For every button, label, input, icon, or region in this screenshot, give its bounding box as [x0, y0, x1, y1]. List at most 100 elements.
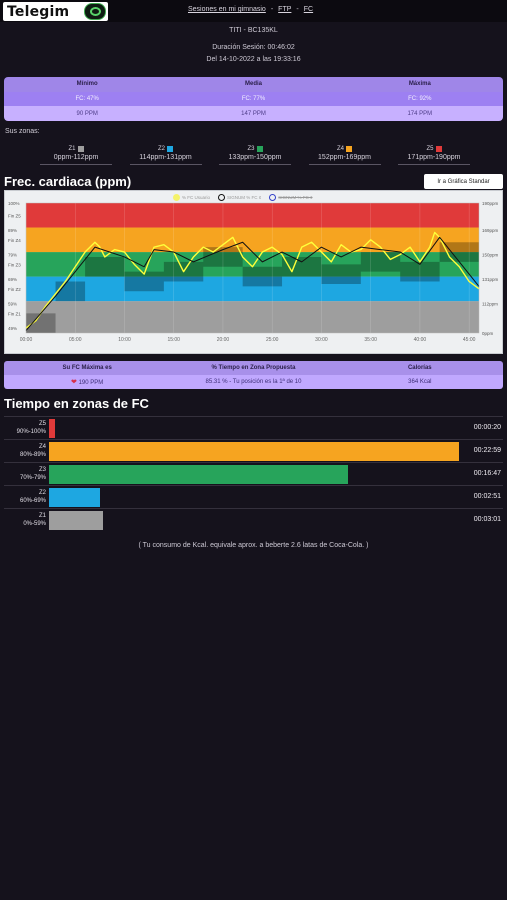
- x-tick-label: 25:00: [266, 337, 279, 343]
- legend-dot-icon: [173, 194, 180, 201]
- y-left-tick-label: 69%: [8, 277, 17, 282]
- zone-band-z5: [26, 203, 479, 228]
- x-tick-label: 05:00: [69, 337, 82, 343]
- breadcrumb-separator: -: [270, 6, 274, 13]
- stats-ppm-max: 174 PPM: [407, 110, 433, 117]
- zone-bar-label: Z2 60%-69%: [4, 489, 46, 505]
- y-left-tick-label: 100%: [8, 201, 20, 206]
- session-date: Del 14-10-2022 a las 19:33:16: [206, 56, 301, 63]
- zone-bar-row: Z1 0%-59% 00:03:01: [4, 508, 503, 531]
- y-right-tick-label: 169ppm: [482, 228, 499, 233]
- zone-band-z1: [26, 301, 479, 333]
- zone-item-z3: Z3 133ppm-150ppm: [219, 146, 291, 165]
- heart-rate-chart: 00:00 05:00 10:00 15:00 20:00 25:00 30:00 35:00…: [4, 190, 503, 354]
- zone-bar-z5: [49, 419, 55, 438]
- zone-range: 114ppm-131ppm: [139, 154, 192, 161]
- x-tick-label: 15:00: [167, 337, 180, 343]
- breadcrumb-sessions-link[interactable]: Sesiones en mi gimnasio: [188, 6, 266, 13]
- summary-header-row: Su FC Máxima es % Tiempo en Zona Propues…: [4, 361, 503, 375]
- stats-header-avg: Media: [244, 81, 262, 88]
- zone-band-z2: [26, 276, 479, 302]
- zone-bar-time: 00:22:59: [473, 447, 501, 454]
- zone-bar-label: Z1 0%-59%: [4, 512, 46, 528]
- y-left-tick-label: Fin Z2: [8, 287, 21, 292]
- y-right-tick-label: 112ppm: [482, 302, 498, 307]
- breadcrumb-fc-link[interactable]: FC: [303, 6, 314, 13]
- logo-badge-icon: [84, 3, 106, 20]
- x-tick-label: 20:00: [217, 337, 230, 343]
- zone-bar-row: Z2 60%-69% 00:02:51: [4, 485, 503, 508]
- stats-ppm-row: 90 PPM 147 PPM 174 PPM: [4, 106, 503, 121]
- chart-legend: % FC Usuario SIGNUM % FC ¢ SIGNUM % FC ¢: [173, 194, 313, 201]
- zone-name: Z2: [157, 146, 165, 152]
- breadcrumb-ftp-link[interactable]: FTP: [278, 6, 292, 13]
- y-right-tick-label: 131ppm: [482, 277, 499, 282]
- breadcrumb: Sesiones en mi gimnasio - FTP - FC: [188, 6, 313, 13]
- stats-header-row: Mínimo Media Máxima: [4, 77, 503, 92]
- y-left-tick-label: Fin Z4: [8, 238, 21, 243]
- zone-range: 0ppm-112ppm: [53, 154, 99, 161]
- zone-bar-name: Z3: [38, 467, 46, 473]
- legend-item[interactable]: % FC Usuario: [173, 194, 210, 201]
- standard-chart-button[interactable]: Ir a Gráfica Standar: [424, 174, 503, 189]
- y-right-tick-label: 0ppm: [482, 331, 494, 336]
- x-tick-label: 35:00: [364, 337, 377, 343]
- zone-bar-z4: [49, 442, 459, 461]
- summary-calories: 364 Kcal: [408, 379, 432, 385]
- summary-max-fc-value: 190 PPM: [78, 380, 104, 386]
- y-left-tick-label: 59%: [8, 302, 17, 307]
- zone-color-swatch: [346, 146, 352, 152]
- y-left-tick-label: Fin Z3: [8, 262, 21, 267]
- y-left-tick-label: 79%: [8, 253, 17, 258]
- zone-bar-row: Z5 90%-100% 00:00:20: [4, 416, 503, 439]
- y-left-tick-label: 49%: [8, 326, 17, 331]
- legend-label: SIGNUM % FC ¢: [227, 195, 262, 200]
- summary-max-fc: ❤ 190 PPM: [4, 378, 170, 386]
- kcal-equivalence-note: ( Tu consumo de Kcal. equivale aprox. a …: [138, 542, 369, 549]
- chart-title: Frec. cardiaca (ppm): [4, 174, 132, 189]
- legend-label: % FC Usuario: [182, 195, 211, 200]
- zone-bar-z2: [49, 488, 100, 507]
- zone-bar-time: 00:00:20: [473, 424, 501, 431]
- zone-bar-z3: [49, 465, 349, 484]
- app-logo[interactable]: Telegim: [3, 2, 108, 21]
- stats-fc-max: FC: 92%: [408, 95, 432, 102]
- zone-bar-z1: [49, 511, 103, 530]
- summary-header-calories: Calorías: [407, 365, 432, 371]
- summary-table: Su FC Máxima es % Tiempo en Zona Propues…: [4, 361, 503, 389]
- zones-label: Sus zonas:: [5, 128, 40, 135]
- stats-ppm-min: 90 PPM: [76, 110, 98, 117]
- zone-band-z4: [26, 227, 479, 253]
- zone-color-swatch: [167, 146, 173, 152]
- stats-fc-row: FC: 47% FC: 77% FC: 92%: [4, 91, 503, 107]
- x-tick-label: 40:00: [414, 337, 427, 343]
- top-bar: Telegim Sesiones en mi gimnasio - FTP - …: [0, 0, 507, 22]
- zone-bar-range: 0%-59%: [23, 521, 46, 527]
- zone-bar-name: Z1: [38, 513, 46, 519]
- y-right-tick-label: 150ppm: [482, 253, 499, 258]
- y-right-tick-label: 190ppm: [482, 201, 499, 206]
- legend-item[interactable]: SIGNUM % FC ¢: [218, 194, 261, 201]
- user-hr-line: [25, 231, 480, 329]
- zone-bar-range: 60%-69%: [19, 498, 46, 504]
- zone-bar-row: Z3 70%-79% 00:16:47: [4, 462, 503, 485]
- zone-range: 133ppm-150ppm: [228, 154, 282, 161]
- summary-zone-time: 85.31 % - Tu posición es la 1ª de 10: [205, 379, 302, 385]
- zone-item-z2: Z2 114ppm-131ppm: [129, 146, 202, 165]
- legend-item[interactable]: SIGNUM % FC ¢: [269, 194, 313, 201]
- zone-band-z3: [26, 252, 479, 277]
- logo-text: Telegim: [7, 3, 70, 20]
- proposed-zone-overlay: [26, 242, 479, 333]
- zone-item-z4: Z4 152ppm-169ppm: [308, 146, 381, 165]
- zone-bar-name: Z5: [38, 421, 46, 427]
- zone-bar-row: Z4 80%-89% 00:22:59: [4, 439, 503, 462]
- summary-header-max-fc: Su FC Máxima es: [62, 365, 112, 371]
- zone-color-swatch: [77, 146, 84, 152]
- signum-hr-line: [25, 236, 480, 331]
- stats-table: Mínimo Media Máxima FC: 47% FC: 77% FC: …: [4, 77, 503, 121]
- legend-ring-icon: [269, 194, 277, 201]
- breadcrumb-separator: -: [296, 6, 299, 13]
- stats-fc-min: FC: 47%: [75, 95, 99, 102]
- summary-value-row: ❤ 190 PPM 85.31 % - Tu posición es la 1ª…: [4, 375, 503, 389]
- zone-item-z5: Z5 171ppm-190ppm: [398, 146, 470, 165]
